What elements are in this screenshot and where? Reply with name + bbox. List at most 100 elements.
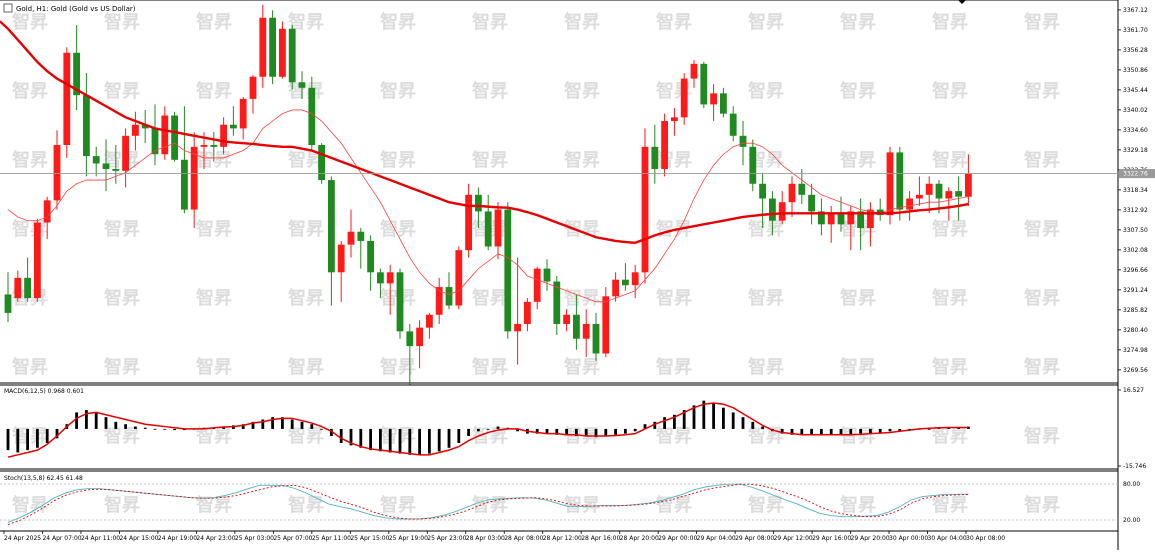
candle-body — [220, 124, 227, 147]
watermark-text: 智昇 — [380, 80, 416, 102]
macd-axis-top: 16.527 — [1123, 387, 1144, 394]
macd-bar — [584, 428, 588, 436]
macd-bar — [36, 428, 39, 448]
candle-body — [367, 240, 374, 273]
symbol-icon[interactable] — [3, 3, 13, 13]
candle-body — [916, 194, 923, 199]
time-tick-label: 28 Apr 03:00 — [466, 535, 505, 542]
watermark-text: 智昇 — [932, 11, 968, 33]
macd-pane[interactable]: MACD(6,12,5) 0.968 0.601 16.527 -15.746 — [0, 384, 1146, 470]
macd-bar — [290, 419, 294, 429]
macd-bar — [134, 426, 137, 429]
macd-signal-line — [7, 402, 969, 458]
price-tick-label: 3296.66 — [1123, 267, 1148, 274]
candle-body — [710, 93, 717, 105]
watermark-text: 智昇 — [196, 356, 232, 378]
macd-bar — [898, 428, 902, 432]
macd-bar — [888, 428, 892, 432]
watermark-text: 智昇 — [656, 494, 692, 516]
stochastic-pane[interactable]: Stoch(13,5,8) 62.45 61.48 80.00 20.00 — [0, 470, 1140, 532]
macd-bar — [26, 428, 29, 451]
macd-bar — [457, 428, 461, 444]
candle-body — [680, 78, 688, 118]
watermark-text: 智昇 — [288, 80, 324, 102]
macd-bar — [428, 428, 431, 454]
stoch-level-80-label: 80.00 — [1123, 481, 1140, 488]
macd-bar — [722, 407, 725, 429]
macd-bar — [379, 428, 382, 452]
macd-bar — [447, 428, 451, 448]
macd-bar — [545, 428, 549, 434]
macd-bar — [761, 426, 764, 429]
macd-bar — [712, 403, 715, 429]
macd-bar — [418, 428, 421, 455]
time-tick-label: 25 Apr 19:00 — [389, 535, 428, 542]
watermark-text: 智昇 — [840, 11, 876, 33]
time-tick-label: 24 Apr 2025 — [4, 535, 41, 542]
candle-body — [582, 323, 590, 339]
watermark-text: 智昇 — [104, 494, 140, 516]
ma-slow-line — [0, 20, 969, 245]
time-tick-label: 25 Apr 23:00 — [427, 535, 466, 542]
candle-body — [34, 222, 41, 299]
candle-body — [857, 211, 864, 229]
macd-bar — [55, 428, 59, 439]
macd-bar — [281, 417, 284, 429]
watermark-text: 智昇 — [1024, 80, 1060, 102]
watermark-text: 智昇 — [288, 494, 324, 516]
macd-bar — [241, 424, 245, 429]
candle-body — [14, 277, 22, 299]
macd-bar — [320, 428, 323, 430]
time-tick-label: 29 Apr 08:00 — [735, 535, 774, 542]
shift-marker-icon[interactable] — [958, 0, 966, 4]
watermark-text: 智昇 — [748, 356, 784, 378]
time-tick-label: 25 Apr 11:00 — [312, 535, 351, 542]
macd-bar — [388, 428, 392, 453]
macd-bar — [653, 421, 657, 429]
watermark-text: 智昇 — [104, 80, 140, 102]
macd-bar — [94, 412, 98, 429]
candle-body — [700, 63, 708, 105]
candle-body — [778, 202, 786, 221]
macd-bar — [310, 424, 314, 429]
time-tick-label: 29 Apr 04:00 — [697, 535, 736, 542]
candle-body — [631, 272, 639, 286]
candle-body — [406, 331, 414, 347]
candle-body — [132, 124, 139, 136]
time-tick-label: 25 Apr 15:00 — [350, 535, 389, 542]
candle-body — [171, 115, 178, 160]
watermark-text: 智昇 — [472, 287, 508, 309]
watermark-text: 智昇 — [1024, 218, 1060, 240]
price-tick-label: 3307.50 — [1123, 227, 1148, 234]
candle-body — [818, 211, 825, 225]
candle-body — [161, 115, 169, 155]
watermark-text: 智昇 — [12, 494, 48, 516]
time-tick-label: 24 Apr 19:00 — [158, 535, 197, 542]
watermark-text: 智昇 — [932, 425, 968, 447]
time-tick-label: 24 Apr 11:00 — [81, 535, 120, 542]
watermark-text: 智昇 — [656, 425, 692, 447]
watermark-text: 智昇 — [196, 80, 232, 102]
candle-body — [945, 191, 953, 199]
macd-bar — [869, 428, 872, 434]
price-tick-label: 3367.12 — [1123, 7, 1148, 14]
watermark-text: 智昇 — [564, 356, 600, 378]
watermark-text: 智昇 — [104, 218, 140, 240]
candle-body — [965, 173, 972, 197]
candle-body — [279, 28, 286, 77]
macd-bar — [369, 428, 372, 451]
time-tick-label: 24 Apr 23:00 — [196, 535, 235, 542]
price-tick-label: 3302.08 — [1123, 247, 1148, 254]
macd-bar — [300, 421, 304, 429]
ma-fast-line — [7, 109, 969, 303]
macd-bar — [927, 428, 931, 430]
watermark-text: 智昇 — [748, 218, 784, 240]
time-tick-label: 30 Apr 00:00 — [889, 535, 928, 542]
candles-group — [4, 4, 972, 385]
candle-body — [112, 168, 120, 171]
candle-body — [337, 244, 345, 273]
watermark-text: 智昇 — [288, 149, 324, 171]
